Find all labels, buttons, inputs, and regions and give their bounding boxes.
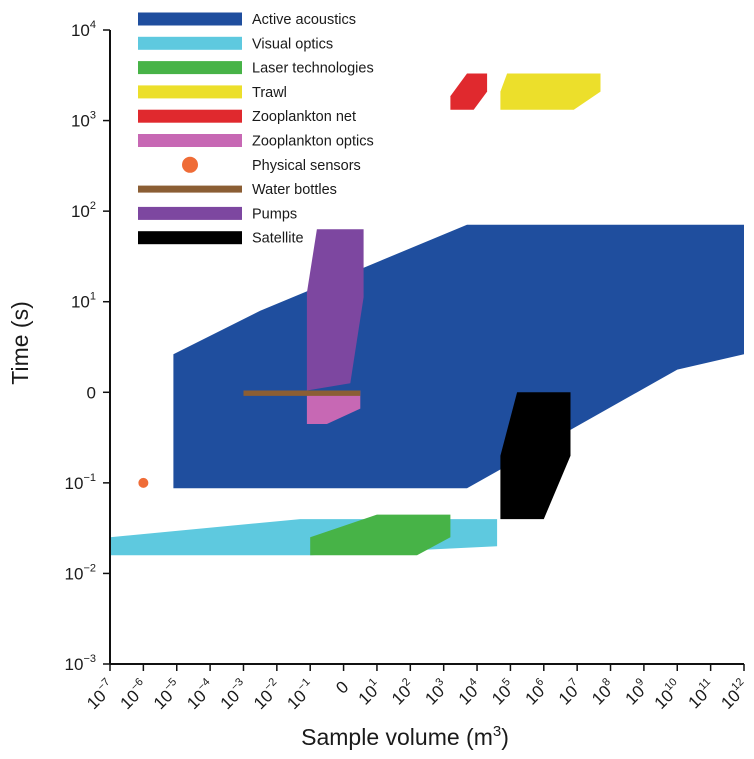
x-tick-label: 10−6 bbox=[115, 676, 152, 713]
x-tick-label: 101 bbox=[353, 676, 386, 709]
series-active-acoustics-region bbox=[173, 224, 744, 489]
x-tick-label: 10−5 bbox=[148, 676, 185, 713]
legend-label: Zooplankton net bbox=[252, 109, 356, 125]
legend-item-zooplankton-optics: Zooplankton optics bbox=[138, 134, 374, 150]
legend-swatch bbox=[138, 206, 242, 220]
legend-swatch bbox=[138, 231, 242, 245]
series-water-bottles-region bbox=[243, 390, 361, 396]
legend-item-trawl: Trawl bbox=[138, 85, 287, 101]
x-tick-label: 105 bbox=[487, 676, 520, 709]
x-tick-label: 109 bbox=[620, 676, 653, 709]
y-tick-label: 103 bbox=[71, 110, 96, 131]
series-trawl-region bbox=[500, 73, 601, 110]
y-tick-label: 101 bbox=[71, 291, 96, 312]
series-laser-technologies-region bbox=[310, 514, 451, 556]
legend-swatch bbox=[138, 109, 242, 123]
series-satellite-region bbox=[500, 392, 571, 520]
legend-swatch bbox=[138, 12, 242, 26]
series-zooplankton-optics-region bbox=[306, 390, 361, 424]
x-tick-label: 10−2 bbox=[249, 676, 286, 713]
legend-item-physical-sensors: Physical sensors bbox=[182, 156, 361, 174]
legend-item-laser-technologies: Laser technologies bbox=[138, 61, 374, 77]
y-tick-label: 10−1 bbox=[65, 472, 96, 493]
y-axis-title: Time (s) bbox=[7, 301, 33, 384]
x-tick-label: 108 bbox=[587, 676, 620, 709]
x-tick-label: 1012 bbox=[716, 676, 753, 713]
legend-label: Satellite bbox=[252, 231, 304, 247]
x-tick-label: 10−4 bbox=[182, 676, 219, 713]
x-tick-label: 107 bbox=[553, 676, 586, 709]
y-tick-label: 0 bbox=[87, 383, 96, 402]
legend-swatch bbox=[138, 36, 242, 50]
y-axis-ticks: 104 103 102 101 0 10−1 10−2 10−3 bbox=[65, 19, 110, 674]
series-pumps-region bbox=[306, 229, 364, 391]
legend-label: Active acoustics bbox=[252, 12, 356, 28]
y-tick-label: 102 bbox=[71, 200, 96, 221]
legend-swatch bbox=[182, 156, 198, 173]
legend-item-satellite: Satellite bbox=[138, 231, 304, 247]
y-tick-label: 10−3 bbox=[65, 653, 96, 674]
legend-label: Laser technologies bbox=[252, 61, 374, 77]
legend-item-active-acoustics: Active acoustics bbox=[138, 12, 356, 28]
x-tick-label: 103 bbox=[420, 676, 453, 709]
x-tick-label: 106 bbox=[520, 676, 553, 709]
x-axis-ticks: 10−710−610−510−410−310−210−1 0 101 102 103 10… bbox=[82, 664, 753, 713]
x-tick-label: 1010 bbox=[649, 676, 686, 713]
legend-label: Pumps bbox=[252, 206, 297, 222]
x-tick-label: 10−3 bbox=[215, 676, 252, 713]
legend-swatch bbox=[138, 185, 242, 193]
chart-series-shapes bbox=[110, 73, 744, 556]
legend-label: Trawl bbox=[252, 85, 287, 101]
legend: Active acoustics Visual optics Laser techn… bbox=[138, 12, 374, 247]
x-tick-label: 104 bbox=[453, 676, 486, 709]
legend-swatch bbox=[138, 134, 242, 147]
x-tick-label: 102 bbox=[387, 676, 420, 709]
legend-item-visual-optics: Visual optics bbox=[138, 36, 333, 52]
x-tick-label: 0 bbox=[332, 677, 352, 697]
series-physical-sensors-point bbox=[138, 477, 149, 488]
y-tick-label: 104 bbox=[71, 19, 96, 40]
chart-axes bbox=[109, 30, 744, 665]
legend-label: Physical sensors bbox=[252, 158, 361, 174]
legend-label: Visual optics bbox=[252, 36, 333, 52]
x-axis-title: Sample volume (m3) bbox=[301, 723, 509, 750]
legend-swatch bbox=[138, 85, 242, 99]
legend-item-zooplankton-net: Zooplankton net bbox=[138, 109, 356, 125]
legend-label: Zooplankton optics bbox=[252, 134, 374, 150]
y-tick-label: 10−2 bbox=[65, 562, 96, 583]
legend-swatch bbox=[138, 61, 242, 75]
legend-item-pumps: Pumps bbox=[138, 206, 297, 222]
x-tick-label: 10−1 bbox=[282, 676, 319, 713]
x-tick-label: 10−7 bbox=[82, 676, 119, 713]
series-zooplankton-net-region bbox=[450, 73, 488, 110]
x-tick-label: 1011 bbox=[683, 676, 719, 712]
legend-label: Water bottles bbox=[252, 182, 337, 198]
legend-item-water-bottles: Water bottles bbox=[138, 182, 337, 198]
